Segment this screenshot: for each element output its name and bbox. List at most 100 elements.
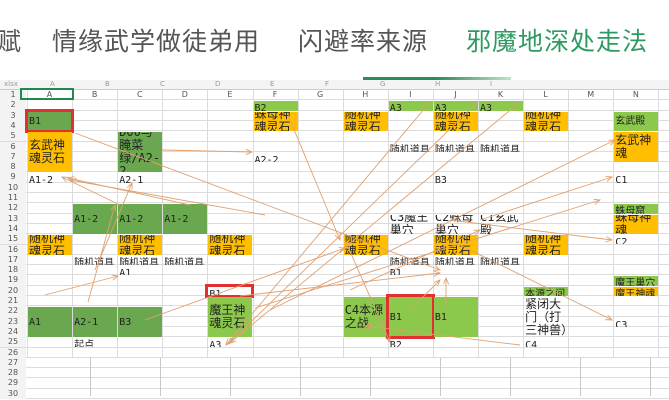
- cell-f3-f4[interactable]: 蛛母神魂灵石: [253, 111, 298, 132]
- cell-c17[interactable]: 随机道具: [118, 256, 162, 265]
- cell-e15-e16[interactable]: 随机神魂灵石: [208, 235, 253, 255]
- cell-e25[interactable]: A3: [208, 338, 252, 347]
- cell-i2[interactable]: A3: [388, 101, 433, 111]
- row-number-17[interactable]: 17: [0, 254, 26, 266]
- cell-k17[interactable]: 随机道具: [479, 256, 523, 265]
- cell-i18[interactable]: B1: [389, 266, 433, 275]
- cell-h3-h4[interactable]: 随机神魂灵石: [343, 111, 388, 132]
- cell-a9[interactable]: A1-2: [28, 173, 72, 182]
- cell-j2[interactable]: A3: [433, 101, 478, 111]
- row-number-30[interactable]: 30: [0, 388, 26, 399]
- cell-e20[interactable]: B1: [208, 287, 252, 296]
- cell-n19[interactable]: 魔王巢穴: [614, 276, 659, 286]
- row-number-4[interactable]: 4: [0, 120, 26, 132]
- row-number-25[interactable]: 25: [0, 337, 26, 348]
- cell-n15[interactable]: C2: [614, 235, 658, 244]
- cell-i6[interactable]: 随机道具: [389, 143, 433, 152]
- column-header-G[interactable]: G: [317, 90, 324, 99]
- cell-n23[interactable]: C3: [614, 318, 658, 327]
- row-number-15[interactable]: 15: [0, 234, 26, 245]
- row-number-23[interactable]: 23: [0, 316, 26, 327]
- cell-n12[interactable]: 蛛母窟: [614, 204, 659, 214]
- column-header-A[interactable]: A: [46, 90, 53, 99]
- selected-cell-a1[interactable]: [20, 88, 75, 101]
- cell-l3-l4[interactable]: 随机神魂灵石: [524, 111, 569, 132]
- row-number-5[interactable]: 5: [0, 131, 26, 142]
- row-number-16[interactable]: 16: [0, 244, 26, 255]
- column-header-E[interactable]: E: [227, 90, 233, 99]
- cell-b22-b24[interactable]: A2-1: [73, 307, 118, 338]
- column-header-D[interactable]: D: [181, 90, 188, 99]
- column-header-M[interactable]: M: [587, 90, 595, 99]
- cell-b17[interactable]: 随机道具: [73, 256, 117, 265]
- cell-a15-a16[interactable]: 随机神魂灵石: [28, 235, 73, 255]
- row-number-22[interactable]: 22: [0, 306, 26, 317]
- cell-k6[interactable]: 随机道具: [479, 143, 523, 152]
- row-number-1[interactable]: 1: [0, 90, 26, 101]
- cell-n3-n4[interactable]: 玄武殿: [614, 111, 659, 132]
- row-number-19[interactable]: 19: [0, 275, 26, 286]
- row-number-13[interactable]: 13: [0, 213, 26, 224]
- cell-l21-l24[interactable]: 紧闭大门（打三神兽）: [524, 297, 568, 337]
- tab-qingyuan-wuxue[interactable]: 情缘武学做徒弟用: [52, 27, 261, 56]
- row-number-9[interactable]: 9: [0, 172, 26, 183]
- column-header-L[interactable]: L: [543, 90, 548, 99]
- column-header-H[interactable]: H: [362, 90, 369, 99]
- row-number-28[interactable]: 28: [0, 368, 26, 379]
- row-number-8[interactable]: 8: [0, 162, 26, 173]
- column-header-C[interactable]: C: [136, 90, 143, 99]
- row-number-29[interactable]: 29: [0, 378, 26, 389]
- column-header-F[interactable]: F: [272, 90, 278, 99]
- cell-i25[interactable]: B2: [389, 338, 433, 347]
- column-header-N[interactable]: N: [632, 90, 639, 99]
- row-number-6[interactable]: 6: [0, 141, 26, 152]
- cell-f2[interactable]: B2: [253, 101, 298, 111]
- tab-shanbi-source[interactable]: 闪避率来源: [298, 27, 429, 56]
- cell-j17[interactable]: 随机道具: [434, 256, 478, 265]
- cell-h15-h16[interactable]: 随机神魂灵石: [343, 235, 388, 255]
- cell-n9[interactable]: C1: [614, 173, 658, 182]
- cell-k13-k14[interactable]: C1玄武殿: [479, 215, 523, 235]
- cell-f7[interactable]: A2-2: [254, 153, 298, 162]
- cell-h21-h24[interactable]: C4本源之战: [343, 297, 388, 338]
- row-number-11[interactable]: 11: [0, 193, 26, 204]
- cell-n5-n7[interactable]: 玄武神魂: [614, 132, 659, 163]
- row-number-24[interactable]: 24: [0, 326, 26, 338]
- row-number-12[interactable]: 12: [0, 203, 26, 214]
- cell-c5-c8[interactable]: D00与腌菜绿/A2-2: [118, 132, 163, 173]
- cell-c12-c14[interactable]: A1-2: [118, 204, 163, 235]
- cell-d17[interactable]: 随机道具: [163, 256, 207, 265]
- row-number-21[interactable]: 21: [0, 296, 26, 307]
- tab-partial[interactable]: 赋: [0, 27, 23, 56]
- column-header-I[interactable]: I: [409, 90, 412, 99]
- row-number-2[interactable]: 2: [0, 100, 26, 111]
- cell-d12-d14[interactable]: A1-2: [163, 204, 208, 235]
- cell-n20[interactable]: 魔王神魂: [614, 286, 659, 296]
- cell-c22-c24[interactable]: B3: [118, 307, 163, 338]
- row-number-27[interactable]: 27: [0, 357, 26, 369]
- cell-j6[interactable]: 随机道具: [434, 143, 478, 152]
- cell-c9[interactable]: A2-1: [118, 173, 162, 182]
- column-header-K[interactable]: K: [497, 90, 504, 99]
- cell-a22-a24[interactable]: A1: [28, 307, 73, 338]
- cell-c18[interactable]: A1: [118, 266, 162, 275]
- column-header-B[interactable]: B: [91, 90, 98, 99]
- cell-b25[interactable]: 起点: [73, 338, 117, 347]
- cell-j21-j24[interactable]: B1: [433, 297, 478, 338]
- row-number-14[interactable]: 14: [0, 223, 26, 235]
- column-header-J[interactable]: J: [454, 90, 457, 99]
- row-number-26[interactable]: 26: [0, 347, 26, 358]
- cell-a3-a4[interactable]: B1: [28, 111, 73, 132]
- cell-i17[interactable]: 随机道具: [389, 256, 433, 265]
- cell-k2[interactable]: A3: [479, 101, 524, 111]
- cell-l25[interactable]: C4: [524, 338, 568, 347]
- cell-a5-a8[interactable]: 玄武神魂灵石: [28, 132, 73, 173]
- row-number-7[interactable]: 7: [0, 151, 26, 163]
- cell-l20[interactable]: 本源之间: [524, 286, 569, 296]
- row-number-10[interactable]: 10: [0, 182, 26, 193]
- cell-j9[interactable]: B3: [434, 173, 478, 182]
- cell-n13-n14[interactable]: 蛛母神魂: [614, 214, 659, 235]
- row-number-20[interactable]: 20: [0, 285, 26, 296]
- cell-i21-i24[interactable]: B1: [388, 297, 433, 338]
- cell-l15-l16[interactable]: 随机神魂灵石: [524, 235, 569, 255]
